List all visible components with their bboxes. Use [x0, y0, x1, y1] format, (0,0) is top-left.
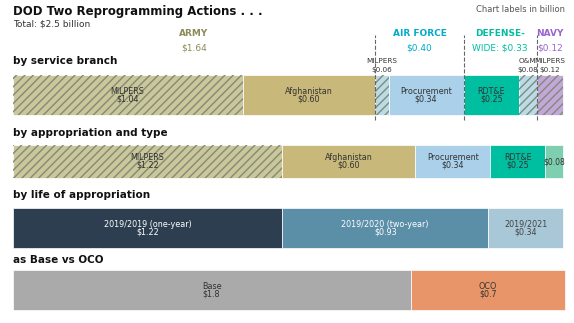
- Text: $0.40: $0.40: [406, 43, 432, 52]
- Text: $0.60: $0.60: [338, 161, 360, 170]
- Text: MILPERS: MILPERS: [534, 58, 565, 64]
- Text: $0.60: $0.60: [298, 94, 320, 103]
- Bar: [13, 145, 282, 178]
- Bar: [488, 208, 563, 248]
- Text: Afghanistan: Afghanistan: [285, 87, 333, 96]
- Text: $0.34: $0.34: [415, 94, 437, 103]
- Text: Afghanistan: Afghanistan: [325, 153, 373, 162]
- Bar: [415, 145, 490, 178]
- Bar: [519, 75, 537, 115]
- Bar: [282, 208, 488, 248]
- Text: DEFENSE-: DEFENSE-: [475, 29, 525, 38]
- Text: 2019/2021: 2019/2021: [504, 220, 547, 229]
- Text: Chart labels in billion: Chart labels in billion: [476, 5, 565, 14]
- Text: WIDE: $0.33: WIDE: $0.33: [472, 43, 528, 52]
- Bar: [545, 145, 563, 178]
- Text: by appropriation and type: by appropriation and type: [13, 128, 167, 138]
- Bar: [537, 75, 563, 115]
- Text: MILPERS: MILPERS: [130, 153, 164, 162]
- Text: $1.64: $1.64: [181, 43, 207, 52]
- Bar: [282, 145, 415, 178]
- Text: 2019/2019 (one-year): 2019/2019 (one-year): [104, 220, 191, 229]
- Bar: [13, 75, 243, 115]
- Text: as Base vs OCO: as Base vs OCO: [13, 255, 103, 265]
- Bar: [13, 75, 243, 115]
- Text: 2019/2020 (two-year): 2019/2020 (two-year): [342, 220, 429, 229]
- Text: MILPERS: MILPERS: [366, 58, 397, 64]
- Text: $1.22: $1.22: [136, 161, 159, 170]
- Text: $0.06: $0.06: [371, 67, 392, 73]
- Text: by life of appropriation: by life of appropriation: [13, 190, 150, 200]
- Bar: [490, 145, 545, 178]
- Text: $0.34: $0.34: [514, 227, 537, 236]
- Text: RDT&E: RDT&E: [504, 153, 532, 162]
- Text: $1.22: $1.22: [136, 227, 159, 236]
- Bar: [519, 75, 537, 115]
- Text: AIR FORCE: AIR FORCE: [393, 29, 447, 38]
- Bar: [13, 270, 410, 310]
- Bar: [389, 75, 464, 115]
- Text: OCO: OCO: [479, 282, 497, 291]
- Bar: [464, 75, 519, 115]
- Text: O&M: O&M: [519, 58, 537, 64]
- Bar: [410, 270, 565, 310]
- Bar: [537, 75, 563, 115]
- Text: $0.12: $0.12: [537, 43, 563, 52]
- Text: $0.7: $0.7: [479, 289, 497, 298]
- Text: NAVY: NAVY: [536, 29, 564, 38]
- Text: Base: Base: [202, 282, 222, 291]
- Bar: [13, 208, 282, 248]
- Text: DOD Two Reprogramming Actions . . .: DOD Two Reprogramming Actions . . .: [13, 5, 262, 18]
- Text: $0.25: $0.25: [506, 161, 529, 170]
- Bar: [375, 75, 389, 115]
- Bar: [375, 75, 389, 115]
- Text: $1.8: $1.8: [203, 289, 220, 298]
- Text: ARMY: ARMY: [179, 29, 208, 38]
- Text: Procurement: Procurement: [426, 153, 479, 162]
- Text: $0.12: $0.12: [540, 67, 560, 73]
- Text: $0.08: $0.08: [544, 157, 565, 166]
- Text: $0.08: $0.08: [517, 67, 538, 73]
- Text: $1.04: $1.04: [117, 94, 139, 103]
- Text: Procurement: Procurement: [400, 87, 452, 96]
- Text: RDT&E: RDT&E: [478, 87, 505, 96]
- Text: by service branch: by service branch: [13, 56, 117, 66]
- Text: $0.34: $0.34: [441, 161, 464, 170]
- Bar: [243, 75, 375, 115]
- Bar: [13, 145, 282, 178]
- Text: Total: $2.5 billion: Total: $2.5 billion: [13, 20, 90, 29]
- Text: MILPERS: MILPERS: [111, 87, 145, 96]
- Text: $0.25: $0.25: [480, 94, 503, 103]
- Text: $0.93: $0.93: [374, 227, 397, 236]
